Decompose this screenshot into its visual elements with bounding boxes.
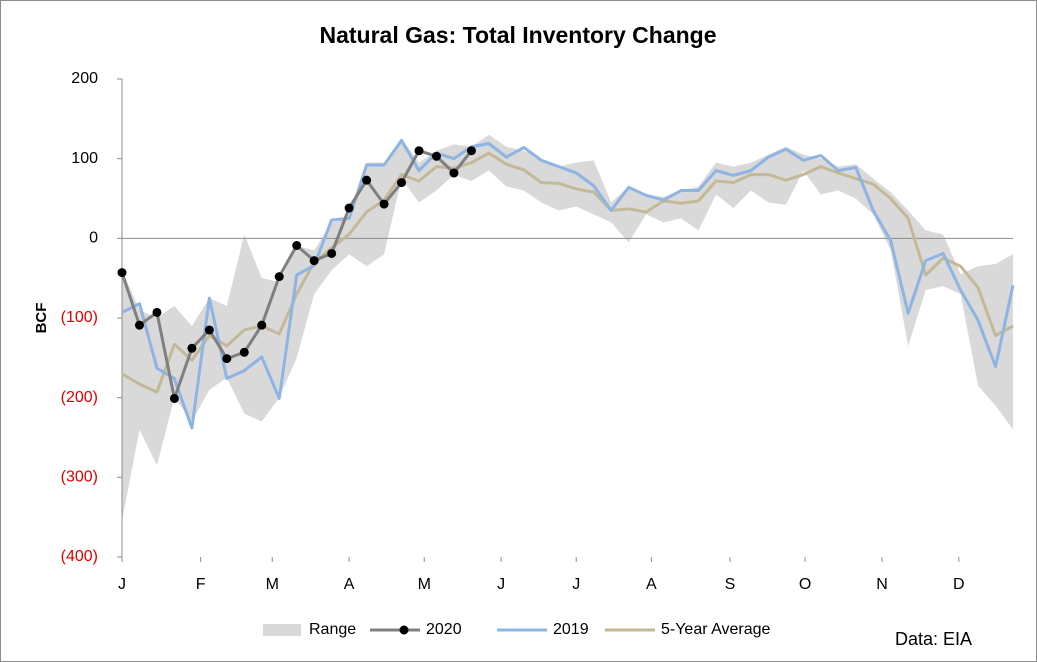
y-tick-label: (200) (61, 389, 98, 406)
legend-label: Range (309, 621, 356, 638)
y-tick-label: (100) (61, 309, 98, 326)
point (152, 307, 162, 317)
point (309, 256, 319, 266)
point (117, 268, 127, 278)
point (431, 151, 441, 161)
series-line (121, 151, 1014, 394)
legend-marker (399, 625, 409, 635)
y-tick-label: 0 (89, 230, 98, 247)
point (466, 146, 476, 156)
x-tick-label: S (725, 576, 736, 593)
y-tick-label: (400) (61, 548, 98, 565)
x-tick-label: F (196, 576, 206, 593)
x-tick-label: O (799, 576, 811, 593)
point (362, 175, 372, 185)
x-tick-label: J (118, 576, 126, 593)
range-band (122, 134, 1013, 522)
y-tick-label: 100 (71, 150, 98, 167)
point (222, 354, 232, 364)
y-tick-label: 200 (71, 70, 98, 87)
point (327, 248, 337, 258)
x-tick-label: A (344, 576, 355, 593)
point (134, 320, 144, 330)
point (414, 146, 424, 156)
point (274, 272, 284, 282)
point (169, 393, 179, 403)
x-tick-label: D (953, 576, 965, 593)
point (204, 325, 214, 335)
point (257, 320, 267, 330)
point (344, 203, 354, 213)
legend-label: 2019 (553, 621, 589, 638)
point (397, 178, 407, 188)
legend-label: 2020 (426, 621, 462, 638)
legend-label: 5-Year Average (661, 621, 771, 638)
point (449, 168, 459, 178)
x-tick-label: N (876, 576, 888, 593)
point (239, 347, 249, 357)
x-tick-label: M (418, 576, 431, 593)
x-tick-label: J (572, 576, 580, 593)
y-tick-label: (300) (61, 469, 98, 486)
chart-title: Natural Gas: Total Inventory Change (319, 22, 716, 48)
y-axis-label: BCF (33, 303, 50, 334)
x-tick-label: J (497, 576, 505, 593)
point (379, 199, 389, 209)
point (187, 343, 197, 353)
annotation: Data: EIA (895, 629, 972, 649)
x-tick-label: M (266, 576, 279, 593)
point (292, 241, 302, 251)
legend-swatch (263, 624, 301, 636)
x-tick-label: A (646, 576, 657, 593)
series-line (121, 138, 1015, 430)
